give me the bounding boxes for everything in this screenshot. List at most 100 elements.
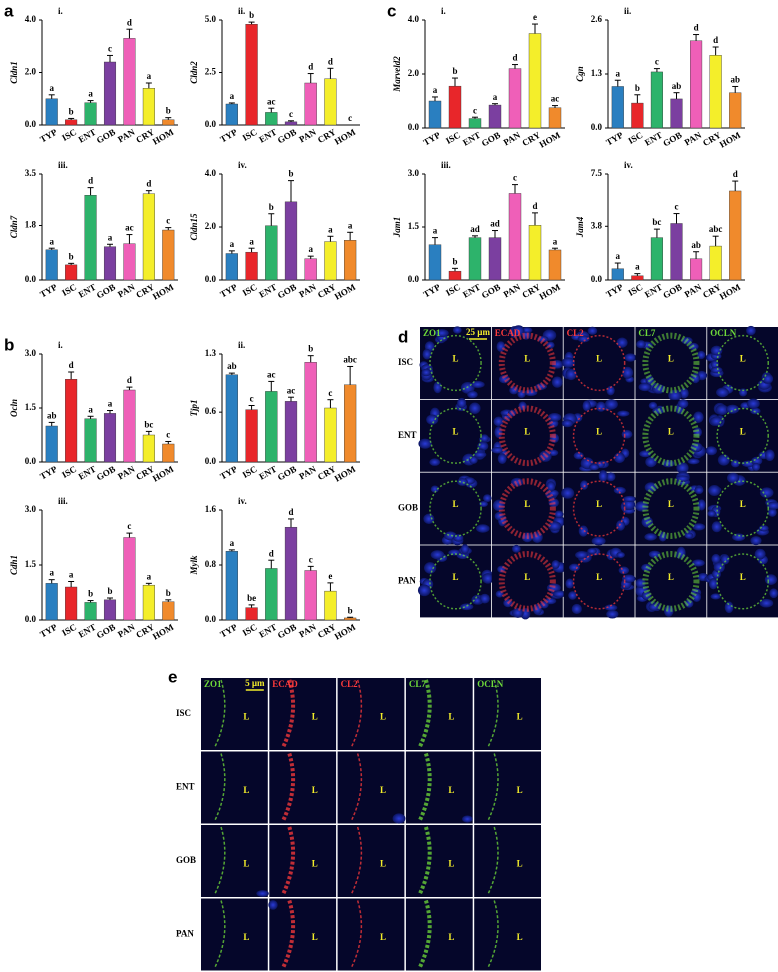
nucleus bbox=[512, 544, 521, 553]
bar bbox=[225, 374, 238, 463]
significance-letter: d bbox=[328, 56, 333, 66]
micrograph: L bbox=[635, 471, 707, 545]
bar bbox=[304, 362, 317, 463]
lumen-label: L bbox=[312, 785, 318, 795]
y-tick-label: 0.0 bbox=[25, 274, 37, 284]
x-tick-label: ISC bbox=[626, 130, 644, 146]
x-tick-label: GOB bbox=[95, 127, 117, 146]
x-tick-label: HOM bbox=[151, 622, 176, 642]
nucleus bbox=[453, 534, 464, 542]
bar bbox=[65, 586, 78, 621]
significance-letter: a bbox=[328, 224, 333, 234]
nucleus bbox=[677, 399, 689, 409]
nucleus bbox=[479, 593, 490, 604]
membrane-stain bbox=[417, 752, 432, 823]
membrane-stain bbox=[417, 826, 432, 896]
nucleus bbox=[598, 470, 608, 482]
lumen-label: L bbox=[448, 712, 454, 722]
x-tick-label: TYP bbox=[604, 130, 625, 148]
bar bbox=[265, 391, 278, 463]
nucleus bbox=[758, 525, 769, 532]
nucleus bbox=[639, 450, 652, 458]
y-tick-label: 4.0 bbox=[205, 168, 217, 178]
lumen-label: L bbox=[517, 932, 523, 942]
bar bbox=[162, 443, 175, 463]
micrograph: L bbox=[337, 825, 405, 897]
channel-label: CL7 bbox=[638, 328, 656, 338]
micrograph: L bbox=[405, 825, 473, 897]
micrograph: L bbox=[705, 325, 778, 399]
channel-label: OCLN bbox=[710, 328, 737, 338]
bar bbox=[548, 249, 562, 281]
significance-letter: b bbox=[288, 169, 293, 179]
nucleus bbox=[687, 458, 700, 465]
nucleus bbox=[448, 549, 461, 556]
subtitle: iv. bbox=[238, 496, 247, 506]
x-tick-label: ISC bbox=[60, 282, 78, 298]
nucleus bbox=[268, 900, 278, 910]
row-label: PAN bbox=[398, 575, 416, 585]
membrane-stain bbox=[213, 900, 226, 969]
x-tick-label: ISC bbox=[60, 622, 78, 638]
x-tick-label: ISC bbox=[241, 464, 259, 480]
y-tick-label: 0.0 bbox=[408, 122, 420, 132]
lumen-label: L bbox=[668, 426, 674, 436]
significance-letter: b bbox=[88, 589, 93, 599]
bar bbox=[709, 55, 722, 129]
micrograph: L bbox=[420, 472, 492, 546]
significance-letter: ab bbox=[730, 75, 740, 85]
subtitle: iv. bbox=[238, 160, 247, 170]
membrane-stain bbox=[213, 679, 226, 749]
x-tick-label: TYP bbox=[38, 622, 59, 640]
nucleus bbox=[587, 326, 598, 335]
bar bbox=[729, 92, 742, 129]
y-tick-label: 4.0 bbox=[25, 14, 37, 24]
significance-letter: ab bbox=[672, 81, 682, 91]
nucleus bbox=[692, 523, 706, 531]
x-tick-label: ENT bbox=[77, 622, 98, 640]
y-tick-label: 0.0 bbox=[205, 274, 217, 284]
nucleus bbox=[738, 388, 748, 397]
micrograph: L bbox=[474, 678, 541, 750]
significance-letter: c bbox=[250, 394, 254, 404]
membrane-stain bbox=[429, 553, 482, 610]
significance-letter: a bbox=[249, 236, 254, 246]
significance-letter: e bbox=[328, 571, 332, 581]
nucleus bbox=[467, 390, 478, 399]
lumen-label: L bbox=[596, 353, 602, 363]
micrograph: L bbox=[635, 327, 708, 402]
lumen-label: L bbox=[596, 426, 602, 436]
significance-letter: c bbox=[473, 105, 477, 115]
nucleus bbox=[582, 400, 591, 412]
x-tick-label: HOM bbox=[718, 282, 743, 302]
micrograph-bg bbox=[337, 678, 405, 750]
significance-letter: c bbox=[108, 44, 112, 54]
nucleus bbox=[606, 609, 619, 619]
micrograph: L bbox=[491, 544, 567, 620]
bar bbox=[123, 389, 136, 463]
significance-letter: a bbox=[88, 89, 93, 99]
nucleus bbox=[716, 387, 729, 398]
bar bbox=[45, 98, 58, 126]
x-tick-label: HOM bbox=[333, 127, 358, 147]
nucleus bbox=[616, 551, 625, 558]
significance-letter: a bbox=[308, 244, 313, 254]
bar bbox=[324, 78, 337, 126]
lumen-label: L bbox=[448, 932, 454, 942]
nucleus bbox=[720, 554, 730, 565]
bar bbox=[448, 270, 462, 281]
significance-letter: a bbox=[49, 236, 54, 246]
nucleus bbox=[497, 453, 507, 465]
micrograph: L bbox=[635, 399, 707, 474]
nucleus bbox=[469, 402, 481, 414]
bar bbox=[103, 413, 117, 463]
significance-letter: b bbox=[249, 10, 254, 20]
nucleus bbox=[624, 353, 637, 362]
y-tick-label: 1.5 bbox=[408, 221, 420, 231]
micrograph-bg bbox=[201, 825, 268, 897]
significance-letter: c bbox=[655, 57, 659, 67]
row-label: GOB bbox=[398, 503, 418, 513]
bar bbox=[508, 68, 522, 129]
bar bbox=[344, 617, 357, 621]
significance-letter: b bbox=[452, 256, 457, 266]
